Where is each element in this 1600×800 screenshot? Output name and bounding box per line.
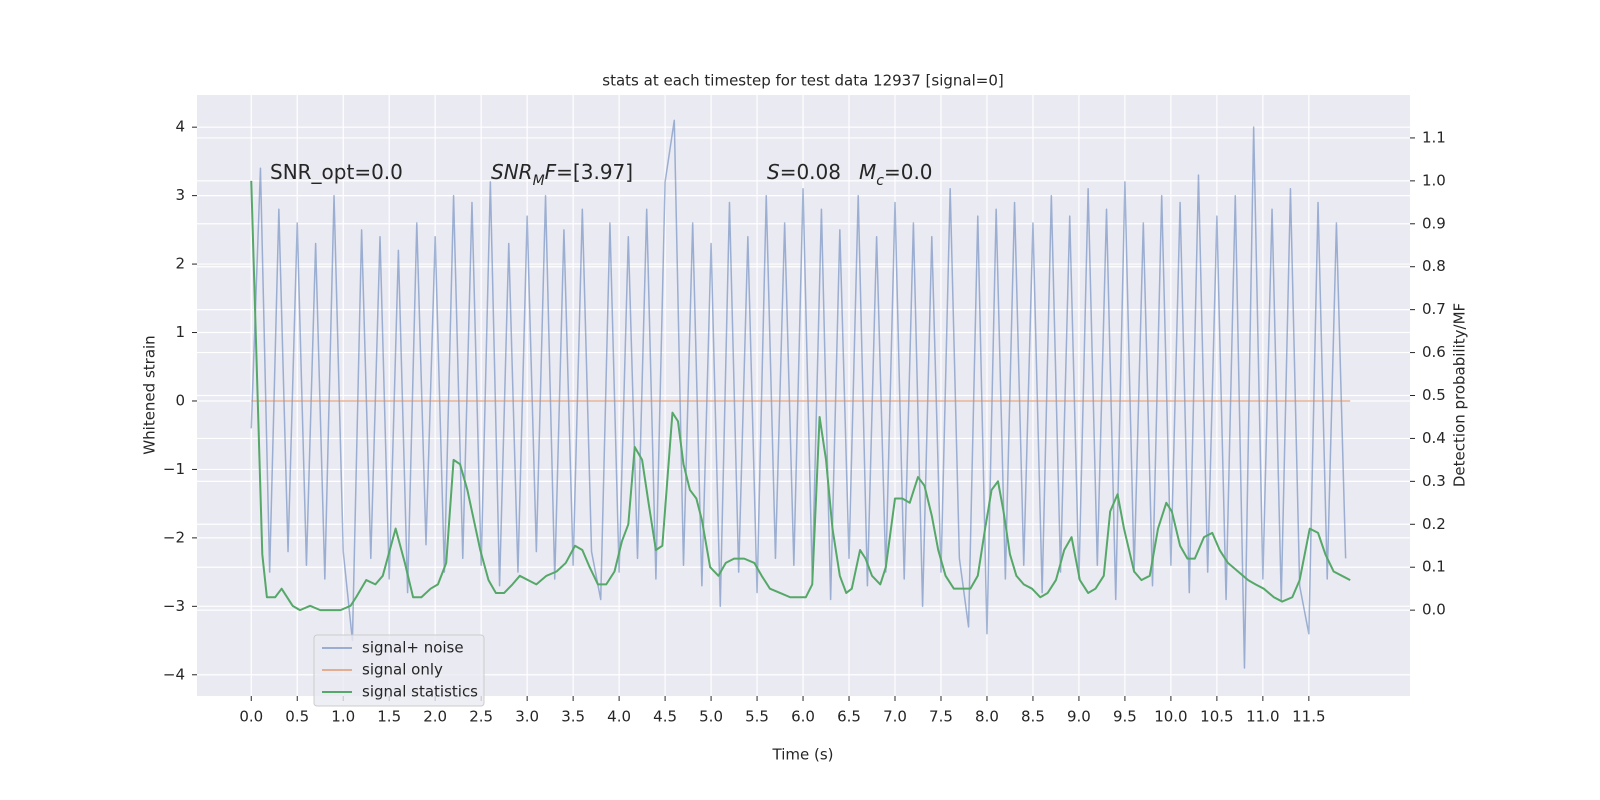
x-tick-label: 6.5 [837,708,861,726]
y2-tick-label: 0.2 [1422,515,1446,533]
legend-label: signal statistics [362,683,478,701]
x-tick-label: 5.0 [699,708,723,726]
x-tick-label: 4.0 [607,708,631,726]
x-tick-label: 9.5 [1113,708,1137,726]
series-line [250,180,1351,612]
x-tick-label: 8.5 [1021,708,1045,726]
y-tick-label: −1 [163,460,185,478]
y-tick-label: 3 [175,186,185,204]
y2-tick-label: 0.1 [1422,558,1446,576]
annotation-part: =0.0 [884,160,933,184]
x-tick-label: 9.0 [1067,708,1091,726]
legend: signal+ noise signal only signal statistic… [313,634,485,707]
series-line [250,119,1347,669]
x-tick-label: 11.0 [1246,708,1279,726]
y-tick-label: −2 [163,528,185,546]
x-tick-label: 0.5 [285,708,309,726]
x-tick-label: 8.0 [975,708,999,726]
x-tick-label: 1.0 [331,708,355,726]
x-tick-label: 2.5 [469,708,493,726]
x-tick-label: 2.0 [423,708,447,726]
annotation-part: =[3.97] [556,160,633,184]
x-tick-label: 0.0 [239,708,263,726]
y2-tick-label: 0.6 [1422,343,1446,361]
y-tick-label: −3 [163,597,185,615]
y2-tick-label: 0.8 [1422,257,1446,275]
annotation-part: M [533,173,545,189]
y2-tick-label: 1.0 [1422,171,1446,189]
annotation: SNR_opt=0.0 [270,160,403,184]
y2-axis-label: Detection probability/MF [1451,303,1469,487]
x-tick-label: 6.0 [791,708,815,726]
x-axis-label: Time (s) [772,746,834,764]
annotation-part: M [859,160,876,184]
x-tick-label: 3.5 [561,708,585,726]
x-tick-label: 10.5 [1200,708,1233,726]
annotation: Mc=0.0 [859,160,933,190]
y-tick-label: 4 [175,118,185,136]
annotation-part: =0.08 [780,160,841,184]
annotation: SNRMF=[3.97] [491,160,633,190]
legend-label: signal+ noise [362,639,464,657]
annotation-part: F [545,160,557,184]
chart-title: stats at each timestep for test data 129… [602,72,1003,90]
annotation-part: SNR_opt=0.0 [270,160,403,184]
x-tick-label: 3.0 [515,708,539,726]
x-tick-label: 7.0 [883,708,907,726]
legend-box [313,634,485,707]
x-tick-label: 11.5 [1292,708,1325,726]
y-tick-label: −4 [163,665,185,683]
x-tick-label: 5.5 [745,708,769,726]
y-tick-label: 2 [175,255,185,273]
x-tick-label: 4.5 [653,708,677,726]
y2-tick-label: 0.5 [1422,386,1446,404]
x-tick-label: 1.5 [377,708,401,726]
y-axis-label: Whitened strain [141,335,159,454]
annotation-part: SNR [491,160,533,184]
annotation-part: S [767,160,780,184]
legend-label: signal only [362,661,443,679]
y2-tick-label: 1.1 [1422,128,1446,146]
annotation: S=0.08 [767,160,841,184]
y-tick-label: 0 [175,391,185,409]
y-tick-label: 1 [175,323,185,341]
y2-tick-label: 0.9 [1422,214,1446,232]
annotation-part: c [876,173,884,189]
y2-tick-label: 0.0 [1422,601,1446,619]
x-tick-label: 7.5 [929,708,953,726]
y2-tick-label: 0.7 [1422,300,1446,318]
x-tick-label: 10.0 [1154,708,1187,726]
y2-tick-label: 0.3 [1422,472,1446,490]
y2-tick-label: 0.4 [1422,429,1446,447]
